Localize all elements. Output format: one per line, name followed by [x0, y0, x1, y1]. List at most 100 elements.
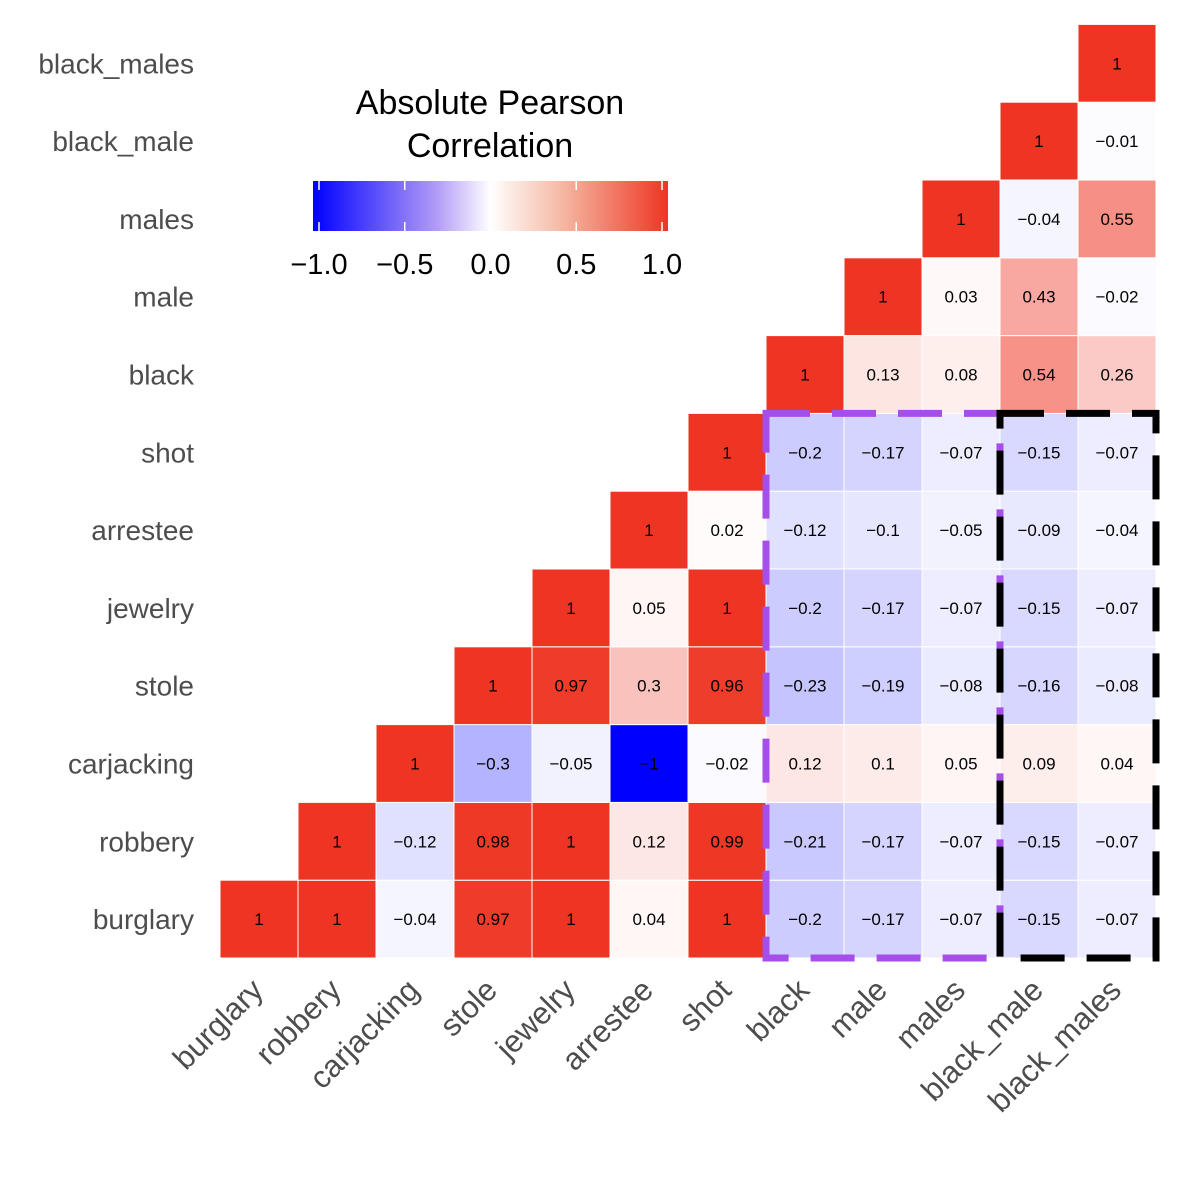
heatmap-cell: 1 — [765, 335, 845, 414]
cell-rect — [999, 101, 1079, 181]
cell-value: 1 — [722, 599, 731, 618]
cell-value: 0.98 — [476, 832, 509, 851]
cell-value: −0.04 — [1017, 210, 1060, 229]
cell-value: −0.17 — [861, 443, 904, 462]
cell-value: 0.08 — [944, 366, 977, 385]
legend-tick-label: −1.0 — [290, 249, 347, 281]
cell-rect — [765, 879, 845, 959]
cell-rect — [921, 568, 1001, 648]
heatmap-cell: 1 — [453, 646, 533, 726]
cell-value: 1 — [878, 288, 887, 307]
cell-rect — [453, 646, 533, 726]
heatmap-cell: 1 — [687, 568, 767, 648]
heatmap-cell: −0.17 — [843, 412, 923, 492]
cell-value: 0.99 — [710, 832, 743, 851]
cell-value: 1 — [800, 366, 809, 385]
cell-value: 1 — [956, 210, 965, 229]
cell-value: −0.08 — [1095, 677, 1138, 696]
cell-rect — [1077, 412, 1157, 492]
cell-rect — [765, 801, 845, 881]
cell-value: −0.07 — [1095, 599, 1138, 618]
cell-rect — [1077, 646, 1157, 726]
y-tick-label: stole — [135, 671, 194, 702]
cell-value: −0.02 — [705, 755, 748, 774]
heatmap-cell: −0.2 — [765, 412, 845, 492]
cell-value: −0.07 — [1095, 910, 1138, 929]
cell-rect — [687, 724, 767, 803]
heatmap-cells: 1 1 −0.04 0.97 1 0.04 1 −0.2 −0.17 −0.07 −0.15 −0.0… — [219, 23, 1157, 959]
cell-rect — [765, 335, 845, 414]
cell-rect — [843, 568, 923, 648]
cell-rect — [609, 490, 689, 570]
cell-value: 0.03 — [944, 288, 977, 307]
cell-value: 0.05 — [632, 599, 665, 618]
heatmap-cell: −0.04 — [999, 179, 1079, 259]
heatmap-cell: −0.16 — [999, 646, 1079, 726]
cell-rect — [1077, 724, 1157, 803]
cell-rect — [1077, 801, 1157, 881]
cell-value: 1 — [1112, 54, 1121, 73]
cell-value: 0.54 — [1022, 366, 1055, 385]
heatmap-cell: −0.15 — [999, 801, 1079, 881]
cell-value: −0.07 — [1095, 832, 1138, 851]
heatmap-cell: −0.2 — [765, 568, 845, 648]
y-tick-label: arrestee — [91, 515, 194, 546]
cell-rect — [531, 801, 611, 881]
y-tick-label: jewelry — [106, 593, 194, 624]
cell-value: 0.55 — [1100, 210, 1133, 229]
cell-value: 0.43 — [1022, 288, 1055, 307]
cell-rect — [1077, 179, 1157, 259]
heatmap-cell: 1 — [609, 490, 689, 570]
cell-rect — [843, 490, 923, 570]
cell-value: −0.07 — [939, 443, 982, 462]
heatmap-cell: −0.05 — [921, 490, 1001, 570]
heatmap-cell: −0.07 — [921, 412, 1001, 492]
cell-value: −0.15 — [1017, 599, 1060, 618]
heatmap-cell: 1 — [687, 879, 767, 959]
cell-value: 1 — [332, 832, 341, 851]
cell-rect — [843, 257, 923, 337]
cell-value: 1 — [410, 755, 419, 774]
highlight-boxes — [762, 409, 1160, 962]
heatmap-cell: −1 — [609, 724, 689, 803]
legend-tick-label: 1.0 — [642, 249, 682, 281]
cell-value: 0.26 — [1100, 366, 1133, 385]
cell-value: 1 — [566, 910, 575, 929]
cell-rect — [843, 412, 923, 492]
legend-tick-label: 0.0 — [470, 249, 510, 281]
heatmap-cell: 1 — [531, 879, 611, 959]
heatmap-cell: 1 — [843, 257, 923, 337]
heatmap-cell: 0.04 — [609, 879, 689, 959]
cell-rect — [297, 801, 377, 881]
cell-rect — [453, 724, 533, 803]
heatmap-cell: 0.43 — [999, 257, 1079, 337]
heatmap-cell: −0.02 — [1077, 257, 1157, 337]
heatmap-cell: 1 — [921, 179, 1001, 259]
heatmap-cell: 0.97 — [453, 879, 533, 959]
legend-ticks: −1.0 −0.5 0.0 0.5 1.0 — [290, 181, 682, 281]
cell-rect — [1077, 879, 1157, 959]
cell-value: −0.05 — [939, 521, 982, 540]
cell-rect — [999, 646, 1079, 726]
cell-value: −0.05 — [549, 755, 592, 774]
color-legend: Absolute Pearson Correlation −1.0 −0.5 0.0… — [290, 84, 682, 281]
cell-rect — [609, 879, 689, 959]
cell-value: 0.97 — [554, 677, 587, 696]
cell-rect — [609, 724, 689, 803]
cell-value: 1 — [644, 521, 653, 540]
y-axis-labels: burglary robbery carjacking stole jewelry arr… — [38, 48, 195, 935]
cell-value: −0.12 — [393, 832, 436, 851]
cell-rect — [921, 801, 1001, 881]
cell-rect — [843, 801, 923, 881]
cell-value: 0.05 — [944, 755, 977, 774]
y-tick-label: black_males — [38, 48, 194, 79]
y-tick-label: male — [133, 282, 194, 313]
heatmap-cell: 0.54 — [999, 335, 1079, 414]
heatmap-cell: 1 — [531, 568, 611, 648]
cell-value: 1 — [332, 910, 341, 929]
cell-value: −0.17 — [861, 599, 904, 618]
heatmap-cell: 0.03 — [921, 257, 1001, 337]
heatmap-cell: 1 — [999, 101, 1079, 181]
x-tick-label: stole — [433, 972, 504, 1043]
cell-value: −0.19 — [861, 677, 904, 696]
